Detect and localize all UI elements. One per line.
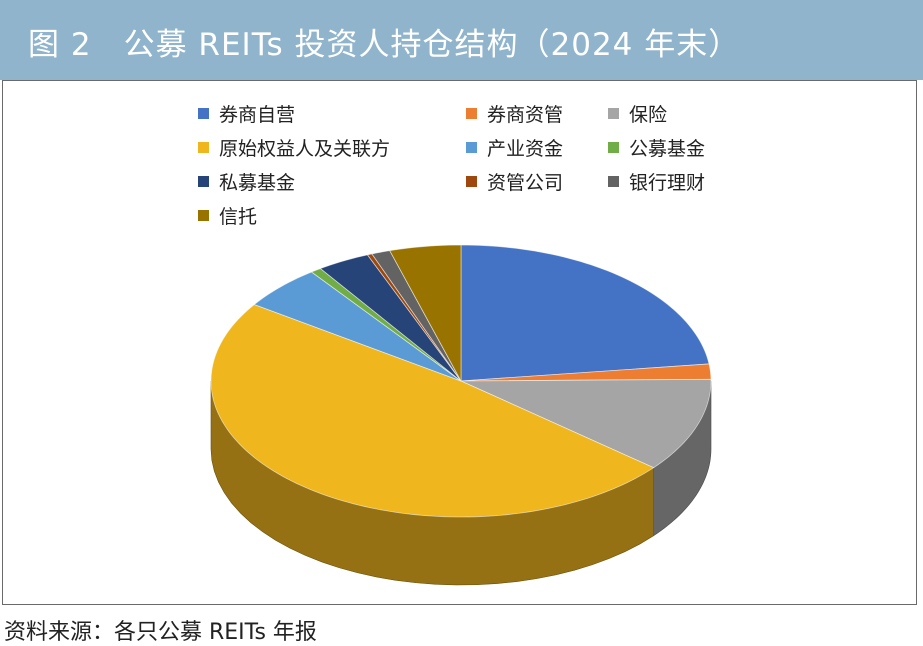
legend-item: 银行理财: [608, 167, 705, 195]
legend-swatch: [608, 107, 619, 119]
pie-slice: [310, 268, 462, 382]
figure-title: 图 2 公募 REITs 投资人持仓结构（2024 年末）: [28, 27, 741, 63]
legend-label: 券商资管: [487, 103, 564, 126]
legend-item: 券商自营: [198, 99, 295, 127]
legend-item: 券商资管: [466, 99, 563, 127]
legend-item: 保险: [608, 99, 667, 127]
legend-swatch: [608, 175, 619, 187]
legend-swatch: [198, 107, 209, 119]
legend-swatch: [608, 141, 619, 153]
pie-slice: [460, 244, 710, 382]
legend-item: 私募基金: [198, 167, 295, 195]
legend-label: 保险: [629, 103, 668, 126]
pie-slice: [371, 250, 462, 382]
pie-top-faces: [210, 244, 712, 518]
legend-swatch: [198, 175, 209, 187]
pie-slice: [319, 254, 462, 382]
legend-swatch: [466, 141, 477, 153]
legend-label: 原始权益人及关联方: [219, 137, 391, 160]
legend-swatch: [466, 175, 477, 187]
pie-slice: [389, 244, 462, 382]
figure-header-bar: 图 2 公募 REITs 投资人持仓结构（2024 年末）: [0, 0, 923, 80]
pie-slice: [210, 304, 655, 518]
legend-label: 资管公司: [487, 171, 564, 194]
legend-item: 资管公司: [466, 167, 563, 195]
legend-swatch: [198, 141, 209, 153]
legend-swatch: [198, 209, 209, 221]
legend-item: 原始权益人及关联方: [198, 133, 390, 161]
source-note: 资料来源：各只公募 REITs 年报: [4, 620, 317, 645]
legend-label: 信托: [219, 205, 258, 228]
pie-slice: [460, 378, 712, 469]
pie-slice: [460, 363, 712, 382]
legend-label: 私募基金: [219, 171, 296, 194]
legend-label: 银行理财: [629, 171, 706, 194]
legend-label: 公募基金: [629, 137, 706, 160]
legend-label: 券商自营: [219, 103, 296, 126]
pie-slice: [253, 271, 462, 382]
legend-item: 公募基金: [608, 133, 705, 161]
legend-item: 产业资金: [466, 133, 563, 161]
legend-item: 信托: [198, 201, 257, 229]
legend-swatch: [466, 107, 477, 119]
legend-label: 产业资金: [487, 137, 564, 160]
